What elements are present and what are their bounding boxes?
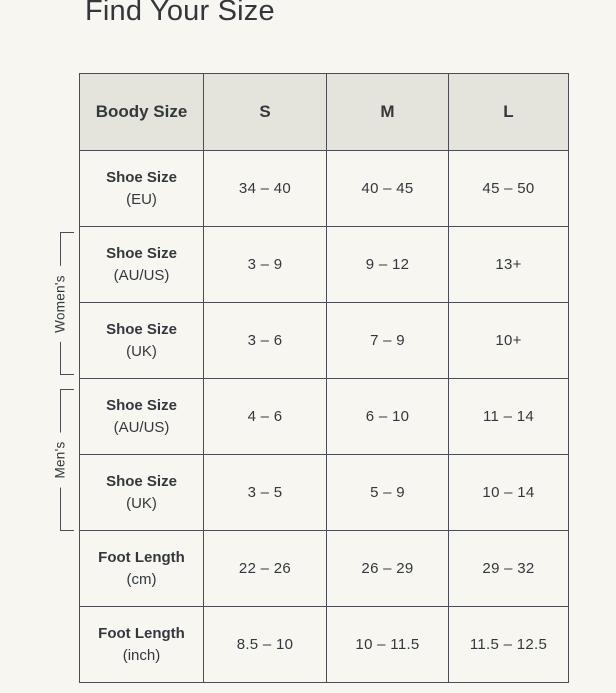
cell-value-m: 6 – 10 (326, 378, 449, 455)
row-unit: (cm) (126, 571, 157, 589)
cell-value-m: 26 – 29 (326, 530, 449, 607)
table-header-row: Boody Size S M L (79, 73, 569, 151)
cell-value-m: 5 – 9 (326, 454, 449, 531)
table-row-womens-shoe-size-uk: Shoe Size (UK) 3 – 6 7 – 9 10+ (79, 302, 569, 379)
cell-value-m: 40 – 45 (326, 150, 449, 227)
cell-value-l: 11 – 14 (448, 378, 569, 455)
cell-value-l: 13+ (448, 226, 569, 303)
cell-value-m: 10 – 11.5 (326, 606, 449, 683)
table-row-mens-shoe-size-uk: Shoe Size (UK) 3 – 5 5 – 9 10 – 14 (79, 454, 569, 531)
row-label: Foot Length (98, 549, 185, 566)
cell-value-s: 34 – 40 (203, 150, 327, 227)
cell-value-l: 10+ (448, 302, 569, 379)
table-row-womens-shoe-size-auus: Shoe Size (AU/US) 3 – 9 9 – 12 13+ (79, 226, 569, 303)
cell-value-l: 45 – 50 (448, 150, 569, 227)
row-label: Shoe Size (106, 321, 177, 338)
row-label-cell: Shoe Size (UK) (79, 454, 204, 531)
womens-group-bracket: Women's (52, 232, 74, 375)
cell-value-s: 4 – 6 (203, 378, 327, 455)
row-label-cell: Shoe Size (UK) (79, 302, 204, 379)
row-label: Shoe Size (106, 169, 177, 186)
row-unit: (inch) (122, 647, 161, 665)
cell-value-l: 29 – 32 (448, 530, 569, 607)
cell-value-m: 9 – 12 (326, 226, 449, 303)
row-label: Foot Length (98, 625, 185, 642)
row-unit: (AU/US) (113, 267, 170, 285)
header-cell-size-m: M (326, 73, 449, 151)
cell-value-s: 3 – 9 (203, 226, 327, 303)
womens-group-label: Women's (52, 265, 68, 342)
header-cell-size-l: L (448, 73, 569, 151)
row-label: Shoe Size (106, 245, 177, 262)
header-cell-size-s: S (203, 73, 327, 151)
mens-group-bracket: Men's (52, 389, 74, 531)
cell-value-s: 8.5 – 10 (203, 606, 327, 683)
row-label-cell: Shoe Size (AU/US) (79, 226, 204, 303)
row-label-cell: Shoe Size (AU/US) (79, 378, 204, 455)
cell-value-l: 10 – 14 (448, 454, 569, 531)
table-row-mens-shoe-size-auus: Shoe Size (AU/US) 4 – 6 6 – 10 11 – 14 (79, 378, 569, 455)
page-title: Find Your Size (85, 0, 275, 27)
row-label-cell: Foot Length (cm) (79, 530, 204, 607)
row-unit: (UK) (126, 343, 157, 361)
mens-group-label: Men's (52, 432, 68, 488)
row-label: Shoe Size (106, 397, 177, 414)
header-cell-boody-size: Boody Size (79, 73, 204, 151)
row-label-cell: Shoe Size (EU) (79, 150, 204, 227)
cell-value-s: 3 – 6 (203, 302, 327, 379)
cell-value-s: 3 – 5 (203, 454, 327, 531)
table-row-shoe-size-eu: Shoe Size (EU) 34 – 40 40 – 45 45 – 50 (79, 150, 569, 227)
cell-value-s: 22 – 26 (203, 530, 327, 607)
cell-value-m: 7 – 9 (326, 302, 449, 379)
row-unit: (EU) (126, 191, 157, 209)
size-chart-table: Boody Size S M L Shoe Size (EU) 34 – 40 … (79, 73, 569, 683)
table-row-foot-length-cm: Foot Length (cm) 22 – 26 26 – 29 29 – 32 (79, 530, 569, 607)
row-unit: (AU/US) (113, 419, 170, 437)
row-unit: (UK) (126, 495, 157, 513)
cell-value-l: 11.5 – 12.5 (448, 606, 569, 683)
row-label: Shoe Size (106, 473, 177, 490)
row-label-cell: Foot Length (inch) (79, 606, 204, 683)
table-row-foot-length-inch: Foot Length (inch) 8.5 – 10 10 – 11.5 11… (79, 606, 569, 683)
